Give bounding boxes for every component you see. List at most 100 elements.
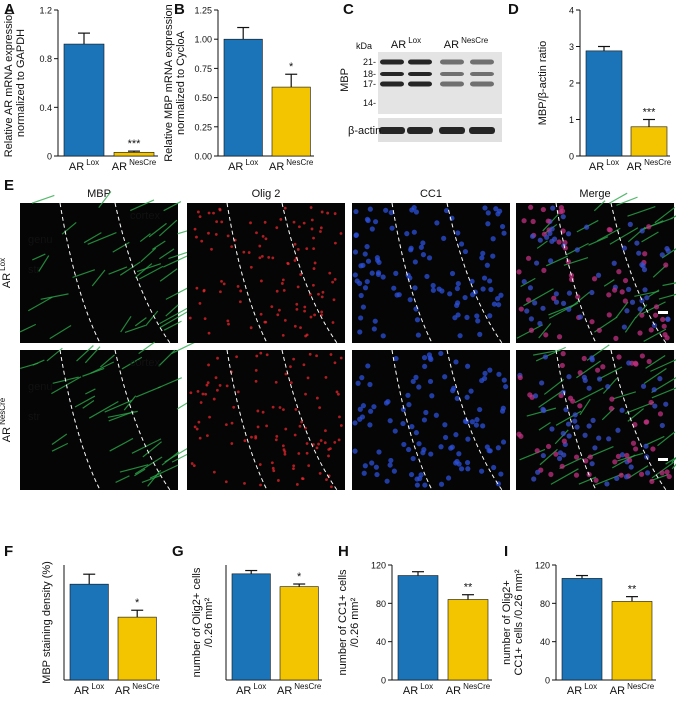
bar [271, 86, 311, 157]
cell [388, 209, 394, 216]
cell [367, 206, 373, 212]
cell [565, 259, 571, 265]
fiber [139, 233, 151, 243]
cell [490, 253, 496, 259]
size-marker: 17- [363, 79, 376, 89]
cell [357, 329, 363, 335]
cell [528, 327, 535, 333]
cell [424, 273, 430, 280]
cell [238, 300, 242, 304]
fiber [548, 304, 574, 316]
cell [479, 255, 485, 261]
blot-group-sup: Lox [408, 36, 421, 45]
x-tick-label-base: AR [236, 685, 251, 697]
cell [364, 244, 370, 250]
cell [587, 454, 593, 460]
cell [276, 313, 280, 317]
fiber [82, 367, 105, 377]
cell [482, 370, 488, 376]
cell [420, 240, 426, 246]
cell [207, 231, 210, 235]
band [470, 72, 494, 76]
cell [375, 270, 382, 276]
cell [272, 469, 276, 473]
cell [462, 294, 468, 301]
row-label-base: AR [1, 273, 13, 288]
cell [438, 444, 444, 450]
cell [501, 377, 507, 383]
fiber [616, 196, 638, 206]
cell [581, 355, 587, 362]
cell [364, 278, 370, 285]
cell [433, 412, 439, 418]
cell [295, 308, 299, 311]
cell [532, 393, 539, 399]
cell [621, 324, 627, 330]
fiber [612, 391, 637, 400]
region-label: cortex [130, 357, 160, 369]
y-axis-label: /0.26 mm² [349, 597, 361, 647]
fiber [147, 469, 162, 487]
cell [438, 481, 445, 487]
cell [561, 438, 567, 444]
y-axis-label: MBP/β-actin ratio [537, 41, 549, 126]
cell [261, 410, 265, 414]
cell [532, 300, 538, 306]
cell [249, 221, 252, 225]
cell [443, 207, 450, 214]
cell [215, 220, 219, 224]
cell [225, 384, 229, 388]
cell [607, 227, 613, 233]
boundary [281, 202, 338, 344]
cell [364, 216, 371, 222]
cell [454, 285, 461, 292]
cell [430, 287, 436, 293]
fiber [603, 279, 615, 287]
cell [661, 323, 667, 329]
micrograph [20, 350, 178, 490]
cell [274, 438, 278, 442]
cell [357, 406, 363, 412]
cell [664, 245, 670, 252]
row-label-sup: Lox [0, 258, 7, 271]
cell [299, 326, 302, 330]
cell [524, 308, 530, 314]
cell [639, 228, 645, 234]
cell [540, 206, 546, 213]
cell [284, 372, 288, 376]
cell [565, 231, 572, 237]
fiber [108, 266, 128, 275]
fiber [121, 356, 143, 370]
cell [303, 309, 307, 313]
fiber [665, 457, 676, 465]
cell [358, 315, 364, 321]
cell [622, 277, 629, 284]
cell [352, 448, 358, 454]
cell [212, 397, 216, 401]
cell [196, 210, 200, 214]
fiber [142, 441, 162, 458]
cell [224, 480, 228, 484]
cell [653, 304, 660, 310]
cell [453, 359, 459, 365]
cell [428, 356, 434, 362]
cell [258, 256, 262, 260]
x-tick-label: AR Lox [403, 682, 433, 697]
panel-letter: B [174, 1, 185, 18]
fiber [109, 437, 134, 452]
cell [413, 209, 420, 215]
y-tick-label: 40 [540, 637, 550, 647]
x-tick-label-base: AR [277, 685, 292, 697]
cell [540, 452, 546, 459]
cell [518, 306, 524, 312]
cell [475, 318, 481, 324]
cell [275, 434, 279, 438]
cell [319, 226, 323, 230]
fiber [112, 241, 130, 253]
cell [622, 298, 628, 304]
cell [474, 313, 480, 319]
y-tick-label: 120 [371, 561, 386, 571]
band [407, 127, 433, 134]
x-tick-label: AR Lox [236, 682, 266, 697]
cell [497, 208, 503, 214]
